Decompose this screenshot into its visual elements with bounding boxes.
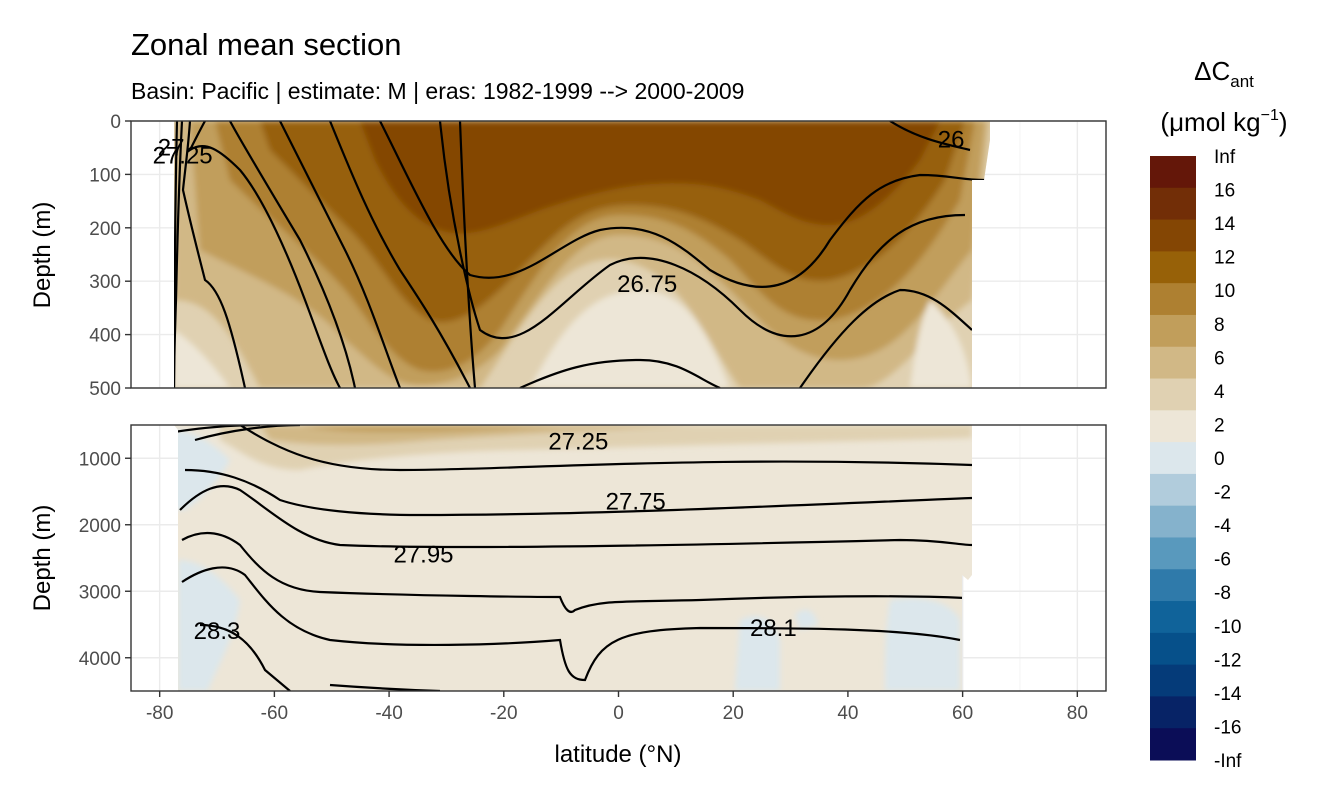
legend-label: 12: [1214, 248, 1235, 269]
legend-units-close: ): [1279, 107, 1288, 137]
legend-label: 6: [1214, 348, 1225, 369]
y-tick-label-lower: 4000: [79, 649, 121, 670]
y-tick-label-upper: 500: [89, 379, 121, 400]
contour-label: 28.3: [194, 618, 241, 645]
contour-label: 27.95: [393, 542, 453, 569]
y-axis-title-upper: Depth (m): [29, 202, 56, 309]
lower-panel: 1000 2000 3000 4000: [79, 424, 1107, 692]
y-tick-label-upper: 400: [89, 326, 121, 347]
y-tick-label-lower: 1000: [79, 449, 121, 470]
y-tick-label-lower: 3000: [79, 582, 121, 603]
lower-field: [174, 425, 972, 691]
legend-swatch: [1150, 505, 1196, 538]
legend-units-open: (μmol kg: [1160, 107, 1260, 137]
upper-panel-border: [130, 120, 1107, 389]
legend-swatch: [1150, 696, 1196, 729]
contour-label: 27.75: [606, 488, 666, 515]
legend-label: -2: [1214, 483, 1231, 504]
x-tick-label: -60: [261, 703, 288, 724]
legend-swatch: [1150, 632, 1196, 666]
legend-label: -10: [1214, 617, 1241, 638]
legend-units: (μmol kg−1): [1160, 107, 1287, 137]
chart-title: Zonal mean section: [131, 27, 402, 62]
legend-label: -6: [1214, 550, 1231, 571]
legend-label: -Inf: [1214, 751, 1242, 772]
y-tick-label-upper: 300: [89, 272, 121, 293]
legend-swatch: [1150, 473, 1196, 507]
legend-swatch: [1150, 219, 1196, 252]
y-tick-label-upper: 0: [110, 112, 121, 133]
legend-label: -8: [1214, 583, 1231, 604]
legend-swatch: [1150, 569, 1196, 602]
legend-swatch: [1150, 156, 1196, 189]
x-axis: -80 -60 -40 -20 0 20 40 60 80: [146, 691, 1088, 724]
legend-swatch: [1150, 187, 1196, 221]
x-tick-label: 80: [1067, 703, 1088, 724]
legend-label: 2: [1214, 415, 1225, 436]
legend-label: 10: [1214, 281, 1235, 302]
legend-swatch: [1150, 283, 1196, 316]
legend-swatch: [1150, 251, 1196, 284]
legend-label: -14: [1214, 684, 1242, 705]
legend-label: -4: [1214, 516, 1231, 537]
y-tick-label-lower: 2000: [79, 516, 121, 537]
x-tick-label: 60: [952, 703, 973, 724]
contour-label: 27.25: [153, 143, 213, 170]
x-axis-title: latitude (°N): [555, 741, 682, 768]
legend-title-sub: ant: [1230, 72, 1254, 91]
legend-swatch: [1150, 410, 1196, 443]
legend-swatch: [1150, 601, 1196, 634]
contour-label: 28.1: [750, 615, 797, 642]
lower-y-axis: 1000 2000 3000 4000: [79, 449, 131, 670]
legend-label: 0: [1214, 449, 1225, 470]
legend-swatch: [1150, 314, 1196, 348]
y-tick-label-upper: 100: [89, 165, 121, 186]
legend-swatches: [1150, 156, 1196, 761]
y-tick-label-upper: 200: [89, 219, 121, 240]
legend-swatch: [1150, 728, 1196, 761]
legend-label: -12: [1214, 650, 1241, 671]
contour-label: 27.25: [548, 429, 608, 456]
legend-swatch: [1150, 378, 1196, 411]
x-tick-label: 0: [613, 703, 624, 724]
legend-label: 16: [1214, 181, 1235, 202]
legend-labels: Inf 16 14 12 10 8 6 4 2 0 -2 -4 -6 -8 -10 -12 -14 -16 -Inf: [1214, 147, 1242, 772]
upper-panel: 0 100 200 300 400 500: [89, 112, 1107, 400]
upper-y-axis: 0 100 200 300 400 500: [89, 112, 131, 400]
legend-label: Inf: [1214, 147, 1236, 168]
upper-field: [174, 121, 990, 388]
legend-swatch: [1150, 664, 1196, 697]
x-tick-label: -20: [490, 703, 517, 724]
x-tick-label: 40: [837, 703, 858, 724]
x-tick-label: -40: [375, 703, 402, 724]
legend-title-main: ΔC: [1194, 56, 1230, 86]
legend-label: 4: [1214, 382, 1225, 403]
legend-title: ΔCant: [1194, 56, 1254, 91]
y-axis-title-lower: Depth (m): [29, 505, 56, 612]
legend-swatch: [1150, 442, 1196, 475]
legend-label: -16: [1214, 717, 1241, 738]
contour-label: 26: [938, 127, 965, 154]
colorbar-legend: ΔCant (μmol kg−1) Inf 16 14 12 10 8 6 4 2 0 -2 -4 -6…: [1150, 56, 1288, 772]
contour-label: 26.75: [617, 271, 677, 298]
chart-subtitle: Basin: Pacific | estimate: M | eras: 198…: [131, 78, 744, 104]
legend-label: 8: [1214, 315, 1225, 336]
legend-units-sup: −1: [1261, 107, 1279, 124]
contour-label: 27: [158, 135, 185, 162]
legend-label: 14: [1214, 214, 1236, 235]
legend-swatch: [1150, 537, 1196, 570]
legend-swatch: [1150, 346, 1196, 380]
x-tick-label: 20: [723, 703, 744, 724]
x-tick-label: -80: [146, 703, 173, 724]
